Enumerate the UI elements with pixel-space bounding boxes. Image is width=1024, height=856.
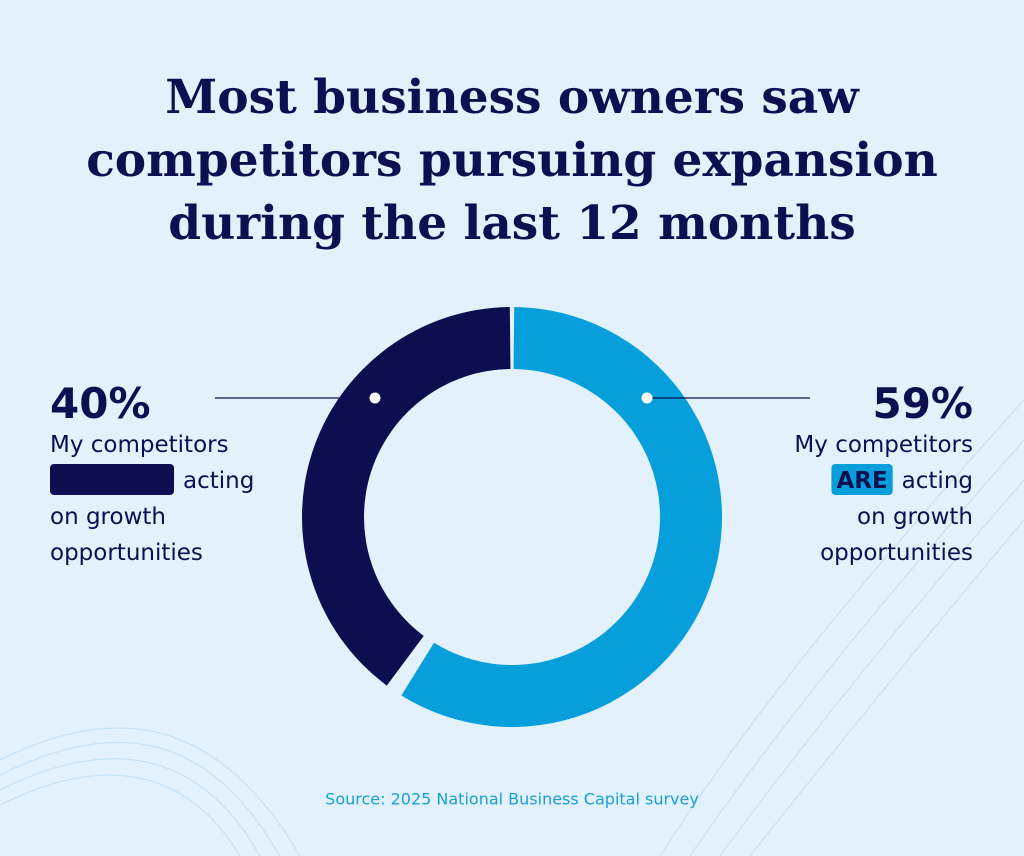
category-label: acting xyxy=(183,468,254,494)
category-highlight: ARE xyxy=(836,468,887,494)
category-label: on growth xyxy=(857,504,973,530)
source: Source: 2025 National Business Capital s… xyxy=(325,790,699,809)
category-highlight: ARE NOT xyxy=(55,468,169,494)
category-label: My competitors xyxy=(50,432,229,458)
callout-dot xyxy=(641,392,653,404)
category-label: acting xyxy=(902,468,973,494)
chart-title: Most business owners saw xyxy=(165,70,860,125)
decor-waves xyxy=(0,399,1024,856)
value-label: 40% xyxy=(50,379,151,428)
category-label: opportunities xyxy=(820,540,973,566)
highlight-box xyxy=(50,464,175,495)
donut-slice xyxy=(302,307,511,686)
category-label: on growth xyxy=(50,504,166,530)
callout-dot xyxy=(369,392,381,404)
value-label: 59% xyxy=(872,379,973,428)
category-label: My competitors xyxy=(794,432,973,458)
chart-title: competitors pursuing expansion xyxy=(86,133,938,188)
donut-slice xyxy=(401,307,722,727)
category-label: opportunities xyxy=(50,540,203,566)
chart-title: during the last 12 months xyxy=(168,196,855,251)
highlight-box xyxy=(831,464,893,495)
